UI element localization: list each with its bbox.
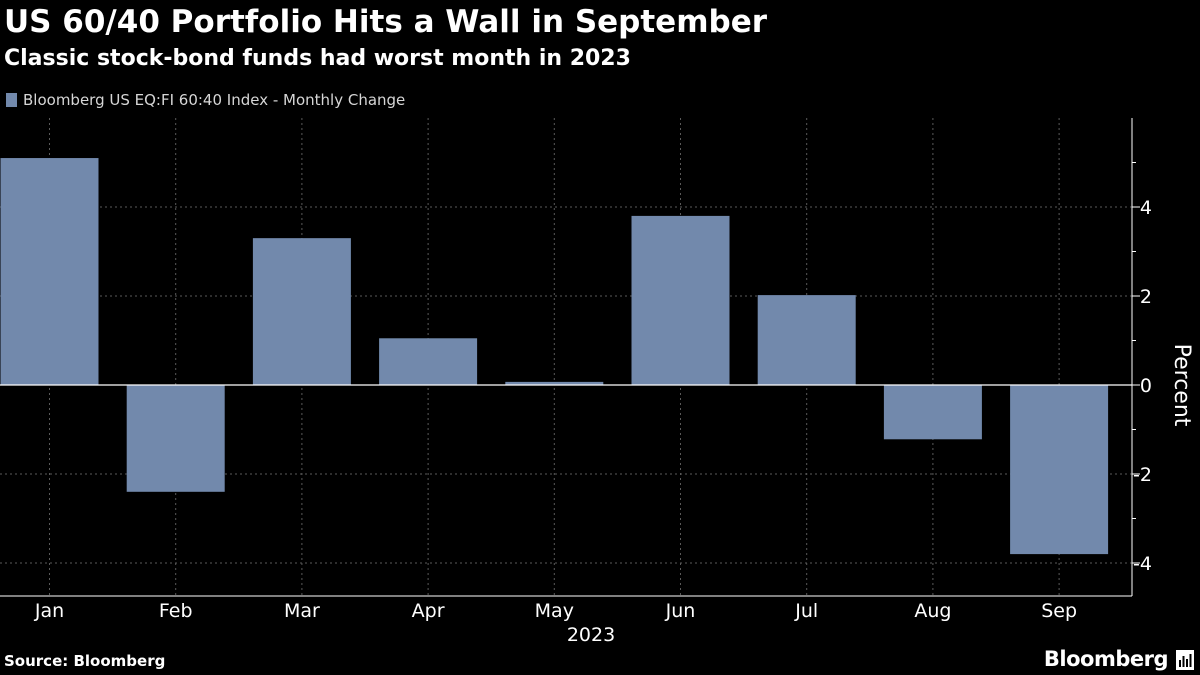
y-tick-label: 4: [1140, 197, 1152, 219]
y-axis-label: Percent: [1169, 344, 1194, 427]
bar-sep: [1010, 385, 1109, 555]
bar-mar: [252, 238, 351, 385]
bars: [0, 158, 1109, 555]
x-tick-label: Sep: [1041, 600, 1077, 622]
bar-jun: [631, 215, 730, 385]
x-tick-label: Mar: [284, 600, 320, 622]
x-axis-label: 2023: [567, 624, 615, 646]
bloomberg-chart-icon: [1176, 650, 1194, 670]
y-tick-label: -4: [1133, 553, 1152, 575]
axes: Jan Feb Mar Apr May Jun Jul Aug Sep 2023 4 2 0 -2 -4 Pe…: [0, 118, 1194, 646]
chart-title: US 60/40 Portfolio Hits a Wall in Septem…: [4, 4, 768, 40]
grid-lines: [0, 118, 1132, 596]
legend-label: Bloomberg US EQ:FI 60:40 Index - Monthly…: [23, 91, 406, 109]
legend-swatch: [6, 93, 17, 107]
bloomberg-logo: Bloomberg: [1043, 647, 1169, 671]
y-tick-label: 2: [1140, 286, 1152, 308]
bar-jul: [757, 295, 856, 385]
bar-aug: [883, 385, 982, 440]
x-tick-label: Jul: [794, 600, 818, 622]
x-tick-label: May: [535, 600, 574, 622]
x-tick-label: Apr: [412, 600, 445, 622]
chart-subtitle: Classic stock-bond funds had worst month…: [4, 46, 631, 71]
bar-may: [505, 381, 604, 385]
y-tick-label: -2: [1133, 464, 1152, 486]
bar-feb: [126, 385, 225, 492]
legend: Bloomberg US EQ:FI 60:40 Index - Monthly…: [6, 91, 405, 109]
x-tick-label: Jan: [34, 600, 64, 622]
bar-apr: [379, 338, 478, 385]
x-tick-label: Jun: [665, 600, 696, 622]
bar-jan: [0, 158, 99, 385]
y-tick-label: 0: [1140, 375, 1152, 397]
source-note: Source: Bloomberg: [4, 652, 166, 670]
x-tick-label: Feb: [159, 600, 193, 622]
x-tick-label: Aug: [914, 600, 951, 622]
